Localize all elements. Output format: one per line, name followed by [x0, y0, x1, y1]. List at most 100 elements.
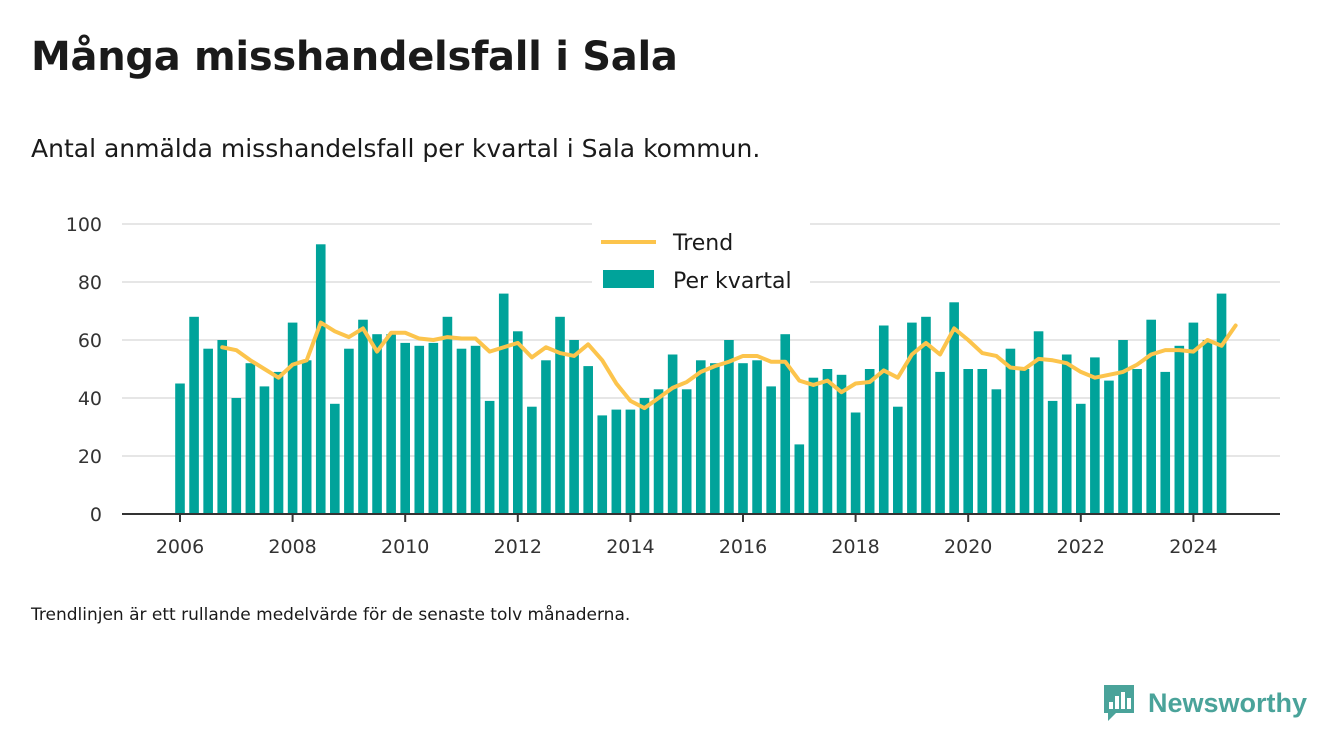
bar — [330, 403, 340, 514]
bar — [724, 340, 734, 514]
bar — [766, 386, 776, 514]
bar — [442, 316, 453, 514]
bar — [878, 325, 889, 514]
bar — [1160, 371, 1171, 514]
chart-title: Många misshandelsfall i Sala — [31, 34, 678, 80]
bar — [1104, 380, 1114, 514]
bar — [710, 363, 720, 514]
bar — [414, 345, 425, 514]
bar — [470, 345, 481, 514]
bar — [1019, 369, 1030, 514]
bar — [344, 348, 354, 514]
x-tick-label: 2020 — [944, 536, 992, 558]
bar — [1146, 319, 1156, 514]
newsworthy-logo-icon — [1104, 685, 1134, 721]
bar — [1188, 322, 1199, 514]
bar — [794, 444, 805, 514]
y-tick-label: 100 — [66, 214, 102, 236]
bar — [555, 316, 565, 514]
legend-bar-label: Per kvartal — [673, 269, 792, 294]
bar — [527, 406, 537, 514]
bar — [259, 386, 270, 514]
bar — [315, 244, 326, 515]
bar — [597, 415, 608, 514]
bar — [738, 363, 748, 514]
legend-trend-label: Trend — [672, 231, 733, 256]
bar — [667, 354, 678, 514]
bar — [358, 319, 368, 514]
bar — [991, 389, 1002, 514]
bar — [1047, 400, 1058, 514]
legend: Trend Per kvartal — [592, 218, 810, 298]
bar — [921, 316, 931, 514]
bar — [498, 293, 509, 514]
bar — [513, 331, 523, 514]
bar — [1090, 357, 1100, 514]
y-tick-label: 0 — [90, 504, 102, 526]
bar — [231, 398, 242, 514]
x-axis-labels: 2006 2008 2010 2012 2014 2016 2018 2020 2022 2024 — [156, 514, 1218, 558]
bar — [864, 369, 875, 514]
bar — [639, 398, 650, 514]
newsworthy-brand: Newsworthy — [1102, 683, 1307, 723]
bar — [1033, 331, 1044, 514]
bar — [456, 348, 467, 514]
y-axis-labels: 0 20 40 60 80 100 — [66, 214, 102, 526]
bar — [175, 383, 185, 514]
bar — [287, 322, 298, 514]
bar — [1132, 369, 1142, 514]
bar — [273, 371, 284, 514]
bar — [1202, 340, 1213, 514]
bar — [203, 348, 213, 514]
bar — [836, 374, 847, 514]
bar — [541, 360, 551, 514]
bar — [977, 369, 988, 514]
bar — [625, 409, 636, 514]
x-tick-label: 2018 — [831, 536, 879, 558]
bar — [245, 363, 256, 514]
x-tick-label: 2012 — [494, 536, 542, 558]
bar — [1118, 340, 1128, 514]
y-tick-label: 80 — [78, 272, 102, 294]
bar — [217, 340, 228, 514]
x-tick-label: 2024 — [1169, 536, 1217, 558]
x-tick-label: 2010 — [381, 536, 429, 558]
bar — [780, 334, 791, 514]
bar-series — [175, 244, 1227, 515]
bar — [1076, 403, 1086, 514]
x-tick-label: 2016 — [719, 536, 767, 558]
bar — [611, 409, 622, 514]
bar — [569, 340, 579, 514]
bar — [1005, 348, 1016, 514]
x-tick-label: 2006 — [156, 536, 204, 558]
footnote: Trendlinjen är ett rullande medelvärde f… — [31, 605, 631, 625]
bar — [301, 360, 312, 514]
bar — [1216, 293, 1227, 514]
bar — [752, 360, 762, 514]
x-tick-label: 2022 — [1057, 536, 1105, 558]
bar — [681, 389, 692, 514]
x-tick-label: 2014 — [606, 536, 654, 558]
bar — [893, 406, 903, 514]
bar — [428, 342, 439, 514]
bar-line-chart: 0 20 40 60 80 100 2006 2008 2010 2012 2014 2016 201… — [66, 214, 1280, 558]
bar — [963, 369, 973, 514]
bar — [1174, 345, 1185, 514]
bar — [808, 377, 819, 514]
bar — [935, 371, 945, 514]
brand-name: Newsworthy — [1148, 687, 1308, 718]
bar — [189, 316, 199, 514]
x-tick-label: 2008 — [268, 536, 316, 558]
legend-bar-swatch — [603, 270, 654, 288]
bar — [653, 389, 664, 514]
bar — [850, 412, 861, 514]
y-tick-label: 40 — [78, 388, 102, 410]
bar — [400, 342, 410, 514]
bar — [907, 322, 917, 514]
bar — [583, 366, 593, 514]
trend-line — [220, 320, 1238, 411]
bar — [372, 334, 382, 514]
y-tick-label: 60 — [78, 330, 102, 352]
bar — [949, 302, 959, 514]
y-tick-label: 20 — [78, 446, 102, 468]
